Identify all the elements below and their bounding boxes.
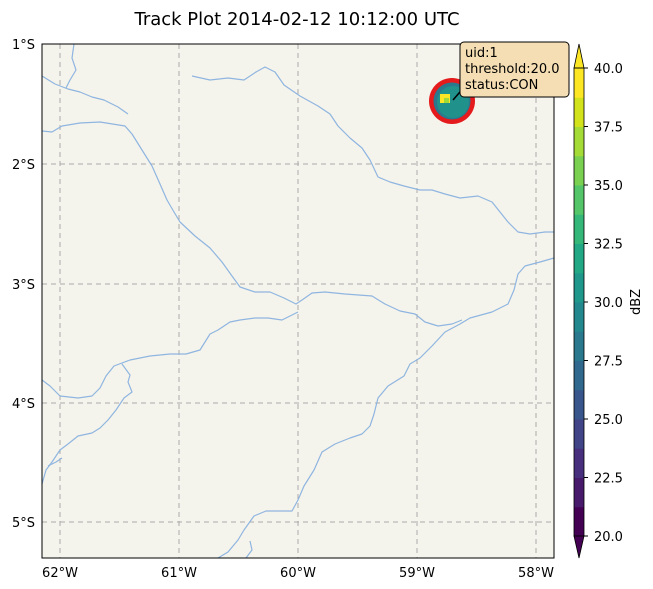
colorbar-band	[574, 389, 584, 420]
colorbar-band	[574, 477, 584, 508]
gridlines	[42, 43, 554, 558]
colorbar-band	[574, 185, 584, 215]
y-tick-label: 2°S	[12, 158, 35, 173]
colorbar-tick-label: 30.0	[594, 296, 623, 311]
colorbar-band	[574, 155, 584, 186]
colorbar-band	[574, 243, 584, 274]
colorbar-tick-label: 27.5	[594, 355, 623, 370]
colorbar-band	[574, 331, 584, 361]
annotation-status: status:CON	[465, 78, 538, 93]
river-solimoes	[41, 121, 463, 327]
y-tick-label: 1°S	[12, 38, 35, 53]
river-north-1	[41, 75, 129, 115]
colorbar-label: dBZ	[629, 289, 644, 315]
colorbar-tick-label: 20.0	[594, 530, 623, 545]
x-tick-label: 58°W	[518, 566, 554, 581]
rivers	[41, 43, 555, 559]
annotation-uid: uid:1	[465, 46, 498, 61]
colorbar-max-extension	[573, 43, 585, 69]
annotation-box	[459, 41, 570, 98]
colorbar-tick-label: 37.5	[594, 121, 623, 136]
river-north-3	[191, 66, 554, 235]
river-tributary-4	[245, 540, 253, 559]
annotation-threshold: threshold:20.0	[465, 62, 560, 77]
storm-core-mid	[444, 98, 449, 103]
x-tick-label: 59°W	[399, 566, 435, 581]
colorbar-band	[574, 448, 584, 478]
map-panel	[41, 43, 555, 559]
colorbar: 20.0 22.5 25.0 27.5 30.0 32.5 35.0 37.5 40.0 dBZ	[573, 43, 644, 559]
y-axis-labels: 1°S 2°S 3°S 4°S 5°S	[12, 38, 35, 531]
colorbar-band	[574, 360, 584, 391]
colorbar-tick-label: 32.5	[594, 238, 623, 253]
colorbar-band	[574, 302, 584, 332]
x-tick-label: 61°W	[161, 566, 197, 581]
x-tick-label: 60°W	[280, 566, 316, 581]
x-axis-labels: 62°W 61°W 60°W 59°W 58°W	[42, 566, 554, 581]
x-tick-label: 62°W	[42, 566, 78, 581]
map-frame	[41, 43, 555, 559]
colorbar-band	[574, 97, 584, 127]
colorbar-band	[574, 272, 584, 303]
river-tributary-3	[47, 457, 63, 467]
river-tributary-1	[41, 311, 299, 399]
colorbar-band	[574, 214, 584, 244]
colorbar-tick-label: 22.5	[594, 472, 623, 487]
colorbar-band	[574, 419, 584, 449]
y-tick-label: 4°S	[12, 397, 35, 412]
colorbar-bands	[574, 68, 584, 537]
colorbar-band	[574, 68, 584, 98]
y-tick-label: 3°S	[12, 278, 35, 293]
storm-annotation: uid:1 threshold:20.0 status:CON	[459, 41, 570, 98]
plot-title: Track Plot 2014-02-12 10:12:00 UTC	[133, 9, 459, 30]
colorbar-tick-label: 35.0	[594, 179, 623, 194]
colorbar-band	[574, 506, 584, 537]
river-north-2	[65, 43, 77, 89]
colorbar-ticks: 20.0 22.5 25.0 27.5 30.0 32.5 35.0 37.5 40.0	[584, 62, 623, 545]
colorbar-tick-label: 25.0	[594, 413, 623, 428]
river-tributary-2	[41, 363, 133, 485]
river-purus	[217, 257, 555, 559]
colorbar-tick-label: 40.0	[594, 62, 623, 77]
colorbar-band	[574, 126, 584, 157]
y-tick-label: 5°S	[12, 516, 35, 531]
colorbar-min-extension	[573, 535, 585, 559]
